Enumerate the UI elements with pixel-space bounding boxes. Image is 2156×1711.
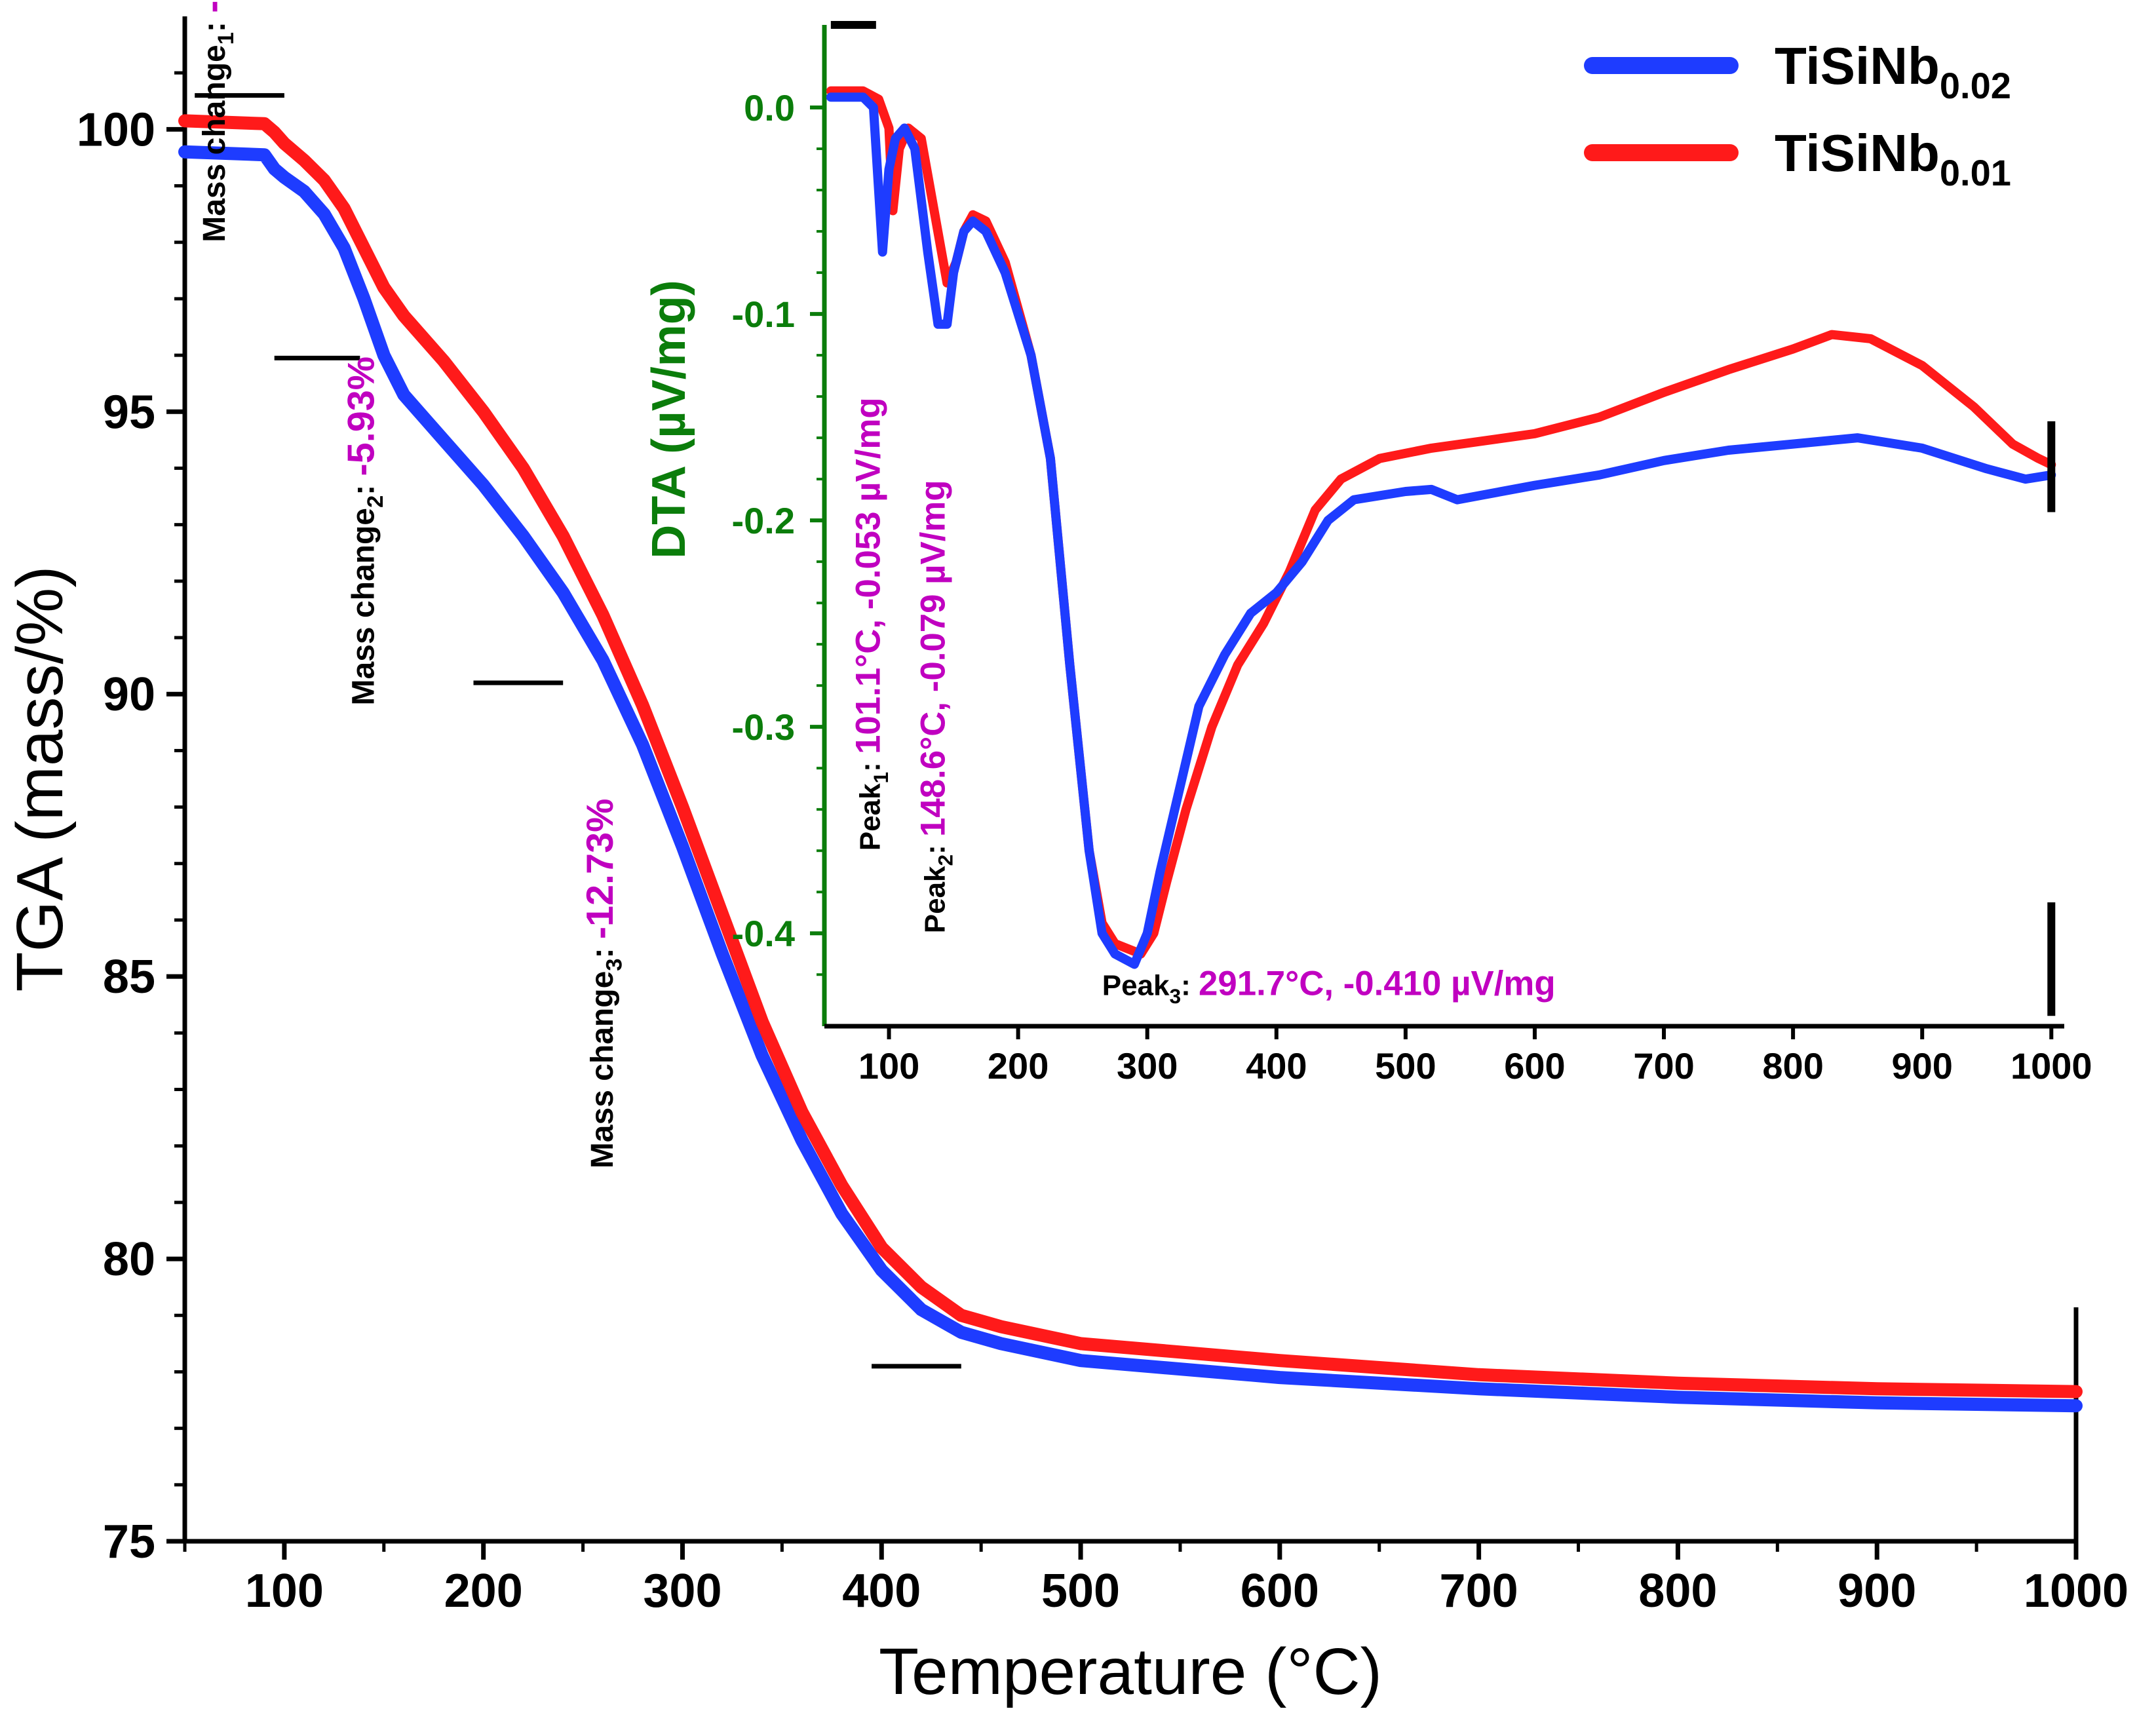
annotation-value: -3.79% [191, 0, 233, 13]
annotation-subscript: 2 [363, 495, 388, 508]
y-tick-label: 100 [77, 104, 155, 156]
annotation-subscript: 1 [214, 32, 239, 45]
annotation-colon: : [585, 939, 620, 958]
inset-y-tick-label: -0.4 [732, 913, 796, 954]
inset-x-tick-label: 100 [858, 1045, 919, 1086]
inset-x-tick-label: 500 [1375, 1045, 1436, 1086]
y-tick-label: 75 [103, 1516, 155, 1568]
x-tick-label: 900 [1838, 1565, 1916, 1617]
annotation-value: -12.73% [579, 799, 621, 940]
annotation-prefix: Peak [1102, 970, 1170, 1002]
peak-annotation: Peak3: 291.7°C, -0.410 µV/mg [1102, 965, 1556, 1008]
inset-y-tick-label: -0.1 [732, 294, 796, 335]
annotation-subscript: 3 [602, 959, 627, 971]
annotation-colon: : [1181, 970, 1199, 1002]
annotation-colon: : [919, 837, 951, 855]
annotation-subscript: 2 [934, 855, 957, 866]
annotation-subscript: 3 [1169, 984, 1181, 1008]
x-tick-label: 400 [842, 1565, 921, 1617]
annotation-colon: : [347, 476, 381, 495]
mass-change-annotation: Mass change3: -12.73% [579, 799, 626, 1169]
inset-y-axis-title: DTA (µV/mg) [643, 280, 695, 558]
inset-x-tick-label: 300 [1117, 1045, 1178, 1086]
peak-annotation: Peak1: 101.1°C, -0.053 µV/mg [849, 397, 893, 851]
series-line-TiSiNb0.02 [178, 145, 2083, 1413]
y-tick-label: 90 [103, 668, 155, 721]
legend-label: TiSiNb0.02 [1775, 37, 2011, 106]
x-tick-label: 200 [444, 1565, 523, 1617]
x-axis-title: Temperature (°C) [879, 1635, 1382, 1708]
inset-series-line-TiSiNb0.01 [826, 86, 2056, 959]
y-axis-title: TGA (mass/%) [3, 566, 77, 991]
main-plot: 100 200 300 400 500 600 700 800 900 1000 75 80 85 90 9… [3, 0, 2128, 1708]
annotation-prefix: Peak [855, 783, 887, 851]
y-tick-label: 80 [103, 1233, 155, 1286]
inset-series-line-TiSiNb0.02 [826, 92, 2056, 969]
annotation-colon: : [855, 754, 887, 772]
inset-x-tick-label: 700 [1633, 1045, 1694, 1086]
x-tick-label: 100 [245, 1565, 324, 1617]
annotation-prefix: Mass change [347, 508, 381, 705]
x-tick-label: 700 [1440, 1565, 1518, 1617]
inset-x-tick-label: 600 [1504, 1045, 1565, 1086]
annotation-value: -5.93% [341, 356, 383, 476]
annotation-prefix: Peak [919, 866, 951, 933]
legend-label-base: TiSiNb [1775, 124, 1940, 182]
mass-change-annotation: Mass change2: -5.93% [341, 356, 388, 705]
inset-y-tick-label: -0.2 [732, 500, 796, 541]
inset-background [819, 25, 2072, 1033]
inset-x-tick-label: 400 [1246, 1045, 1307, 1086]
inset-y-tick-label: -0.3 [732, 706, 796, 748]
series-line-TiSiNb0.01 [178, 114, 2083, 1398]
legend-label-subscript: 0.02 [1940, 65, 2011, 106]
legend-label-subscript: 0.01 [1940, 152, 2011, 193]
inset-x-tick-label: 1000 [2011, 1045, 2092, 1086]
inset-y-tick-label: 0.0 [744, 87, 795, 128]
annotation-prefix: Mass change [197, 45, 232, 242]
y-tick-label: 95 [103, 386, 155, 438]
annotation-prefix: Mass change [585, 971, 620, 1168]
legend-label: TiSiNb0.01 [1775, 124, 2011, 193]
inset-x-tick-label: 800 [1762, 1045, 1823, 1086]
x-tick-label: 1000 [2024, 1565, 2128, 1617]
annotation-subscript: 1 [869, 772, 893, 784]
y-tick-label: 85 [103, 951, 155, 1003]
annotation-value: 291.7°C, -0.410 µV/mg [1199, 965, 1556, 1003]
inset-x-tick-label: 200 [988, 1045, 1049, 1086]
annotation-value: 101.1°C, -0.053 µV/mg [849, 397, 888, 754]
x-tick-label: 600 [1241, 1565, 1319, 1617]
inset-plot: 100 200 300 400 500 600 700 800 900 1000 0.0 -0.1 -0… [643, 21, 2092, 1086]
x-tick-label: 500 [1041, 1565, 1120, 1617]
x-tick-label: 300 [643, 1565, 722, 1617]
annotation-value: 148.6°C, -0.079 µV/mg [914, 480, 952, 837]
legend-label-base: TiSiNb [1775, 37, 1940, 95]
inset-x-tick-label: 900 [1891, 1045, 1952, 1086]
mass-change-annotation: Mass change1: -3.79% [191, 0, 239, 242]
peak-annotation: Peak2: 148.6°C, -0.079 µV/mg [914, 480, 957, 933]
annotation-colon: : [197, 13, 232, 32]
x-tick-label: 800 [1638, 1565, 1717, 1617]
